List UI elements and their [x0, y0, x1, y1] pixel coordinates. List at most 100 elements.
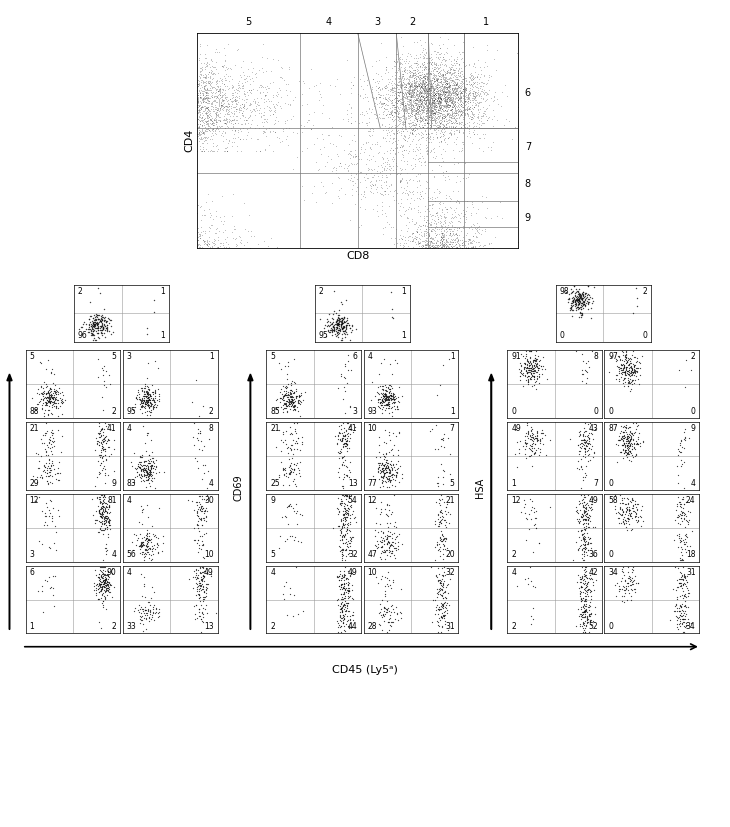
- Point: [141, 606, 153, 619]
- Point: [374, 450, 385, 463]
- Point: [283, 62, 294, 75]
- Point: [631, 362, 642, 375]
- Point: [402, 56, 413, 69]
- Point: [414, 86, 426, 99]
- Point: [439, 74, 450, 88]
- Point: [467, 116, 479, 129]
- Point: [678, 509, 690, 522]
- Point: [145, 405, 156, 418]
- Point: [202, 101, 214, 114]
- Point: [239, 89, 250, 103]
- Point: [35, 387, 47, 400]
- Point: [378, 161, 390, 174]
- Point: [429, 73, 440, 86]
- Point: [530, 357, 542, 370]
- Point: [347, 79, 359, 92]
- Point: [680, 620, 691, 633]
- Point: [415, 125, 427, 138]
- Point: [575, 510, 587, 523]
- Point: [374, 550, 386, 563]
- Point: [340, 542, 352, 555]
- Point: [616, 429, 628, 442]
- Point: [256, 116, 268, 129]
- Point: [625, 582, 637, 595]
- Point: [526, 360, 538, 373]
- Point: [438, 110, 450, 123]
- Point: [100, 419, 112, 433]
- Point: [423, 117, 434, 130]
- Point: [472, 103, 483, 116]
- Point: [372, 82, 384, 95]
- Point: [423, 229, 435, 242]
- Point: [338, 613, 350, 626]
- Point: [469, 86, 481, 99]
- Point: [445, 63, 456, 76]
- Point: [391, 607, 403, 620]
- Point: [96, 421, 108, 434]
- Point: [340, 596, 352, 609]
- Point: [437, 75, 449, 88]
- Point: [455, 82, 466, 95]
- Point: [404, 98, 415, 112]
- Point: [481, 113, 493, 127]
- Point: [377, 471, 388, 485]
- Point: [383, 509, 394, 523]
- Point: [522, 372, 534, 385]
- Point: [342, 148, 353, 161]
- Point: [141, 533, 153, 546]
- Point: [458, 79, 469, 92]
- Point: [380, 552, 391, 566]
- Point: [409, 79, 420, 92]
- Point: [139, 396, 150, 409]
- Point: [325, 315, 337, 328]
- Point: [231, 103, 242, 116]
- Point: [567, 304, 579, 317]
- Point: [672, 605, 683, 618]
- Point: [439, 77, 451, 90]
- Point: [418, 100, 429, 113]
- Point: [418, 121, 430, 134]
- Point: [337, 317, 349, 330]
- Point: [468, 218, 480, 232]
- Point: [192, 580, 204, 593]
- Point: [380, 459, 392, 472]
- Point: [201, 237, 213, 251]
- Point: [201, 124, 212, 137]
- Point: [142, 540, 153, 553]
- Point: [147, 452, 159, 465]
- Point: [630, 582, 642, 595]
- Point: [635, 510, 647, 523]
- Point: [327, 323, 339, 337]
- Point: [128, 401, 140, 414]
- Point: [539, 362, 551, 375]
- Point: [453, 84, 465, 98]
- Point: [410, 77, 421, 90]
- Point: [199, 96, 211, 109]
- Point: [631, 361, 642, 374]
- Point: [342, 348, 354, 361]
- Point: [236, 107, 247, 120]
- Point: [195, 226, 207, 239]
- Point: [680, 590, 692, 604]
- Point: [423, 73, 434, 86]
- Point: [616, 430, 628, 443]
- Point: [86, 323, 98, 336]
- Point: [391, 104, 403, 117]
- Point: [194, 87, 206, 100]
- Point: [414, 86, 426, 99]
- Point: [679, 433, 691, 447]
- Point: [435, 89, 447, 103]
- Point: [479, 222, 491, 236]
- Point: [382, 461, 393, 475]
- Point: [99, 585, 111, 598]
- Point: [526, 365, 538, 378]
- Point: [637, 436, 649, 449]
- Point: [579, 446, 591, 459]
- Point: [421, 203, 433, 216]
- Point: [142, 610, 154, 624]
- Point: [200, 102, 212, 115]
- Point: [587, 521, 599, 534]
- Point: [252, 91, 264, 104]
- Point: [274, 391, 286, 404]
- Point: [410, 51, 422, 65]
